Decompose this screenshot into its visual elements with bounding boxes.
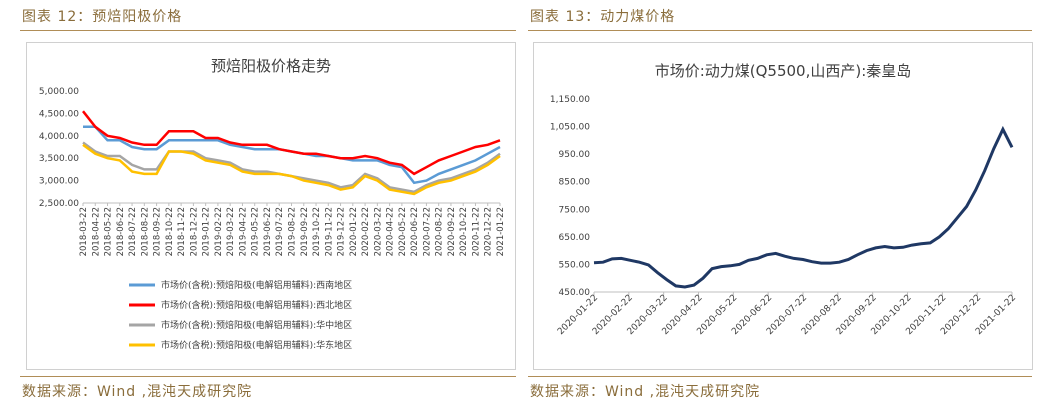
y-tick-label: 1,150.00: [550, 95, 590, 105]
caption-rule-left: [20, 30, 516, 31]
x-tick-label: 2021-01-22: [496, 207, 506, 256]
x-tick-label: 2018-03-22: [79, 207, 89, 256]
x-tick-label: 2019-09-22: [300, 207, 310, 256]
series-line-1: [593, 125, 1014, 289]
x-tick-label: 2020-09-22: [447, 207, 457, 256]
y-tick-label: 850.00: [559, 178, 591, 188]
x-tick-label: 2020-07-22: [422, 207, 432, 256]
data-source-right: 数据来源：Wind ,混沌天成研究院: [530, 384, 761, 400]
series-line-2: [82, 110, 501, 176]
x-tick-label: 2018-09-22: [153, 207, 163, 256]
x-tick-label: 2019-03-22: [226, 207, 236, 256]
x-tick-label: 2020-01-22: [349, 207, 359, 256]
anode-price-chart-panel: 预焙阳极价格走势 2,500.00 3,000.00 3,500.00 4,000.00…: [26, 42, 516, 370]
y-tick-label: 1,050.00: [550, 123, 590, 133]
x-tick-label: 2018-10-22: [165, 207, 175, 256]
x-tick-label: 2019-01-22: [202, 207, 212, 256]
y-tick-label: 4,000.00: [39, 132, 79, 142]
x-tick-label: 2018-11-22: [177, 207, 187, 256]
x-tick-label: 2018-08-22: [140, 207, 150, 256]
x-tick-label: 2020-03-22: [373, 207, 383, 256]
x-tick-label: 2018-06-22: [116, 207, 126, 256]
x-tick-label: 2020-04-22: [386, 207, 396, 256]
chart-title: 预焙阳极价格走势: [211, 57, 331, 75]
x-tick-label: 2020-11-22: [471, 207, 481, 256]
coal-price-chart: 市场价:动力煤(Q5500,山西产):秦皇岛 450.00 550.00 650.00…: [550, 62, 1018, 337]
x-tick-label: 2019-04-22: [238, 207, 248, 256]
x-tick-label: 2020-05-22: [398, 207, 408, 256]
y-tick-label: 550.00: [559, 260, 591, 270]
data-source-left: 数据来源：Wind ,混沌天成研究院: [22, 384, 253, 400]
legend-label-1: 市场价(含税):预焙阳极(电解铝用辅料):西南地区: [161, 279, 352, 291]
legend-label-3: 市场价(含税):预焙阳极(电解铝用辅料):华中地区: [161, 319, 352, 331]
x-tick-label: 2020-10-22: [459, 207, 469, 256]
x-tick-label: 2019-05-22: [251, 207, 261, 256]
x-tick-label: 2020-02-22: [361, 207, 371, 256]
x-tick-label: 2019-11-22: [324, 207, 334, 256]
x-tick-label: 2019-12-22: [337, 207, 347, 256]
y-tick-label: 3,500.00: [39, 154, 79, 164]
source-rule-right: [528, 376, 1032, 377]
y-tick-label: 750.00: [559, 205, 591, 215]
x-tick-label: 2018-12-22: [189, 207, 199, 256]
legend-label-2: 市场价(含税):预焙阳极(电解铝用辅料):西北地区: [161, 299, 352, 311]
x-tick-label: 2020-12-22: [484, 207, 494, 256]
x-tick-label: 2019-10-22: [312, 207, 322, 256]
x-tick-label: 2018-07-22: [128, 207, 138, 256]
y-tick-label: 950.00: [559, 150, 591, 160]
caption-rule-right: [528, 30, 1032, 31]
y-tick-label: 650.00: [559, 233, 591, 243]
y-tick-label: 450.00: [559, 288, 591, 298]
chart-title: 市场价:动力煤(Q5500,山西产):秦皇岛: [655, 62, 912, 80]
y-tick-label: 5,000.00: [39, 87, 79, 97]
x-tick-label: 2020-06-22: [410, 207, 420, 256]
series-line-4: [82, 143, 501, 196]
x-tick-label: 2018-05-22: [104, 207, 114, 256]
y-tick-label: 2,500.00: [39, 199, 79, 209]
figure-caption-left: 图表 12：预焙阳极价格: [22, 9, 183, 25]
x-tick-label: 2019-07-22: [275, 207, 285, 256]
source-rule-left: [20, 376, 516, 377]
y-tick-label: 3,000.00: [39, 177, 79, 187]
x-tick-label: 2020-08-22: [435, 207, 445, 256]
coal-price-chart-panel: 市场价:动力煤(Q5500,山西产):秦皇岛 450.00 550.00 650.00…: [533, 42, 1033, 370]
x-tick-label: 2019-02-22: [214, 207, 224, 256]
figure-caption-right: 图表 13：动力煤价格: [530, 9, 676, 25]
x-tick-label: 2019-08-22: [288, 207, 298, 256]
legend-label-4: 市场价(含税):预焙阳极(电解铝用辅料):华东地区: [161, 339, 352, 351]
y-tick-label: 4,500.00: [39, 109, 79, 119]
x-tick-label: 2019-06-22: [263, 207, 273, 256]
anode-price-chart: 预焙阳极价格走势 2,500.00 3,000.00 3,500.00 4,000.00…: [39, 57, 506, 351]
x-tick-label: 2018-04-22: [91, 207, 101, 256]
